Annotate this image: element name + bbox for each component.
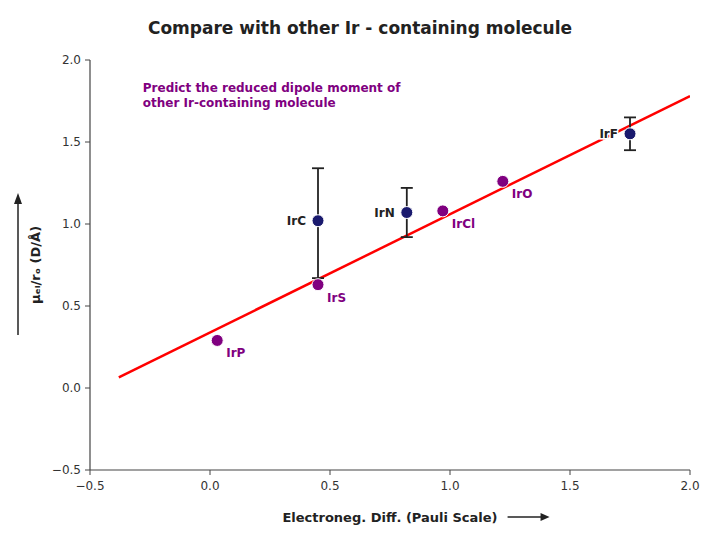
predicted-point: [211, 334, 223, 346]
x-tick: [90, 470, 91, 475]
predicted-point: [437, 205, 449, 217]
axis-arrow: [17, 203, 19, 335]
x-tick-label: 0.5: [320, 479, 339, 493]
error-bar: [624, 117, 636, 150]
y-tick: [85, 306, 90, 307]
error-bar: [401, 188, 413, 237]
x-tick-label: 1.0: [440, 479, 459, 493]
x-tick-label: −0.5: [75, 479, 104, 493]
error-bar-cap: [401, 236, 413, 238]
error-bar-cap: [624, 149, 636, 151]
x-tick: [450, 470, 451, 475]
error-bar-cap: [624, 117, 636, 119]
y-tick: [85, 60, 90, 61]
error-bar: [312, 168, 324, 278]
point-label: IrP: [226, 346, 245, 360]
x-tick-label: 2.0: [680, 479, 699, 493]
x-tick-label: 0.0: [200, 479, 219, 493]
point-label: IrC: [287, 214, 306, 228]
axis-arrow: [14, 193, 22, 204]
annotation-line: Predict the reduced dipole moment of: [143, 81, 401, 95]
point-labels: IrC IrN IrF IrP IrS IrCl IrO: [226, 127, 618, 361]
point-label: IrCl: [452, 217, 475, 231]
x-tick: [330, 470, 331, 475]
measured-point: [312, 215, 324, 227]
plot-marks: [119, 96, 690, 377]
point-label: IrF: [599, 127, 618, 141]
x-axis-line: [90, 469, 690, 470]
predicted-point: [312, 279, 324, 291]
regression-line: [119, 96, 690, 377]
point-label: IrN: [374, 206, 394, 220]
x-axis-label: Electroneg. Diff. (Pauli Scale): [282, 510, 497, 525]
y-axis-line: [89, 60, 90, 470]
annotation-line: other Ir-containing molecule: [143, 96, 336, 110]
measured-point: [624, 128, 636, 140]
y-tick: [85, 470, 90, 471]
error-bar-cap: [312, 167, 324, 169]
axis-arrow: [508, 516, 542, 518]
predicted-point: [497, 175, 509, 187]
point-label: IrS: [327, 291, 346, 305]
y-tick-label: 2.0: [62, 53, 81, 67]
axis-arrow: [541, 513, 550, 521]
chart: Compare with other Ir - containing molec…: [0, 0, 720, 540]
y-tick: [85, 224, 90, 225]
y-tick-label: −0.5: [52, 463, 81, 477]
x-tick: [210, 470, 211, 475]
y-tick-label: 0.0: [62, 381, 81, 395]
y-tick-label: 1.0: [62, 217, 81, 231]
y-tick: [85, 142, 90, 143]
y-tick-label: 0.5: [62, 299, 81, 313]
point-label: IrO: [512, 187, 533, 201]
x-tick-label: 1.5: [560, 479, 579, 493]
annotation: Predict the reduced dipole moment ofothe…: [143, 81, 401, 110]
measured-point: [401, 207, 413, 219]
x-tick: [570, 470, 571, 475]
x-tick: [690, 470, 691, 475]
y-tick: [85, 388, 90, 389]
error-bar-cap: [401, 187, 413, 189]
y-tick-label: 1.5: [62, 135, 81, 149]
title: Compare with other Ir - containing molec…: [148, 18, 572, 38]
y-axis-label: μₑₗ/rₒ (D/Å): [28, 226, 43, 304]
